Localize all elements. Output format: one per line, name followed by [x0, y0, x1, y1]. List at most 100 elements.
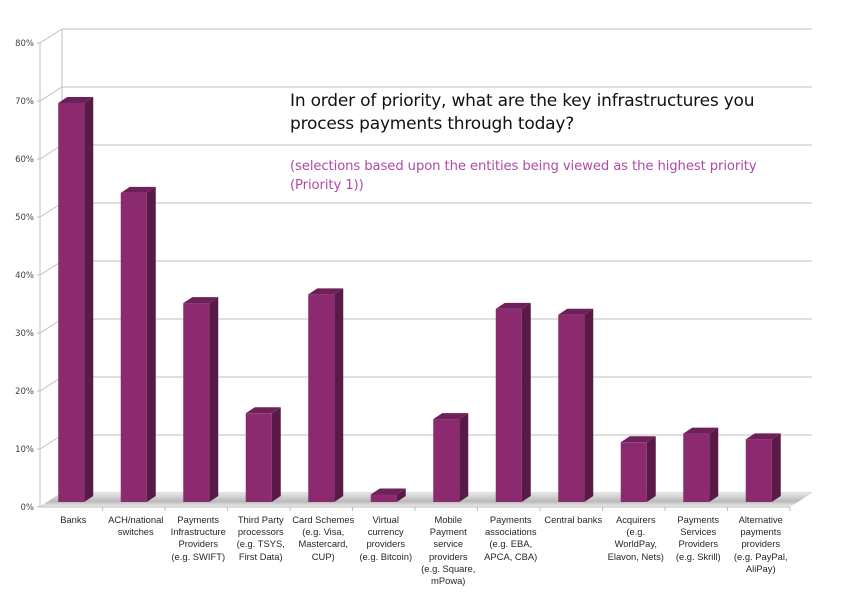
x-tick-label: Banks	[42, 514, 104, 526]
bar-side	[709, 427, 719, 502]
bar-front	[433, 419, 460, 502]
y-axis: 0% 10% 20% 30% 40% 50% 60% 70% 80%	[15, 29, 63, 513]
x-tick-label-line: Payments	[489, 514, 532, 525]
bar-front	[683, 433, 710, 502]
bar-front	[495, 308, 522, 502]
bar-front	[308, 294, 335, 502]
bar-top	[558, 308, 594, 315]
bar-side	[521, 302, 531, 502]
x-tick-label: Payments associations (e.g. EBA, APCA, CBA)	[480, 514, 542, 563]
x-tick-label-line: Infrastructure	[170, 526, 226, 538]
bars	[58, 97, 791, 511]
bar	[308, 288, 344, 502]
bar	[558, 308, 594, 502]
x-tick-label-line: Providers	[678, 538, 719, 550]
x-tick-label-line: providers	[741, 538, 781, 550]
bar-side	[146, 186, 156, 502]
bar-top	[745, 433, 781, 440]
x-tick-label-line: service	[433, 538, 464, 550]
y-tick-label: 60%	[15, 155, 34, 165]
bar	[183, 297, 219, 502]
x-tick-label-line: ACH/national	[108, 514, 164, 525]
bar	[683, 427, 719, 502]
x-tick-label-line: Acquirers	[615, 514, 656, 525]
x-tick-label: Third Party processors (e.g. TSYS, First Da…	[230, 514, 292, 563]
x-tick-label-line: (e.g. Square,	[421, 562, 476, 574]
x-tick-label-line: Banks	[60, 514, 87, 525]
x-tick-label: Virtual currency providers (e.g. Bitcoin)	[355, 514, 417, 563]
bar-top	[120, 186, 156, 193]
x-tick-label-line: Central banks	[544, 514, 603, 525]
x-tick-label: Payments Infrastructure Providers (e.g. SWI…	[167, 514, 229, 563]
chart-subtitle: (selections based upon the entities bein…	[290, 159, 757, 193]
bar-side	[271, 407, 281, 502]
y-tick-label: 20%	[15, 387, 34, 397]
x-tick-label-line: mPowa)	[431, 575, 466, 587]
x-tick-label: Mobile Payment service providers (e.g. Squar…	[417, 514, 479, 587]
x-tick-label-line: (e.g. SWIFT)	[171, 550, 226, 562]
chart-title: In order of priority, what are the key i…	[290, 91, 755, 134]
x-tick-label: ACH/national switches	[105, 514, 167, 538]
x-tick-label-line: Alternative	[738, 514, 783, 525]
x-tick-label-line: First Data)	[238, 550, 283, 562]
y-tick-label: 10%	[15, 445, 34, 455]
bar-top	[308, 288, 344, 295]
y-tick-label: 30%	[15, 329, 34, 339]
y-tick-label: 70%	[15, 97, 34, 107]
bar-side	[771, 433, 781, 502]
y-tick-label: 50%	[15, 213, 34, 223]
x-tick-label-line: Elavon, Nets)	[607, 550, 664, 562]
bar-front	[245, 413, 272, 502]
x-tick-label: Payments Services Providers (e.g. Skrill)	[667, 514, 729, 563]
x-tick-label-line: (e.g. Visa,	[302, 526, 345, 538]
bar-front	[120, 192, 147, 502]
bar-side	[584, 308, 594, 502]
x-tick-label-line: Payments	[177, 514, 220, 525]
x-tick-label-line: CUP)	[311, 550, 335, 562]
bar-top	[183, 297, 219, 304]
bar	[120, 186, 156, 502]
bar-side	[84, 97, 94, 502]
x-tick-label-line: WorldPay,	[614, 538, 657, 550]
x-tick-label-line: (e.g. Bitcoin)	[359, 550, 413, 562]
x-tick-label: Central banks	[542, 514, 604, 526]
gridline-diagonal	[39, 86, 63, 102]
bar-side	[334, 288, 344, 502]
x-tick-label-line: Payments	[677, 514, 720, 525]
bar	[745, 433, 781, 502]
bar-top	[683, 427, 719, 434]
bar-top	[370, 488, 406, 495]
bar-front	[58, 103, 85, 502]
bar	[433, 413, 469, 502]
bar-front	[620, 442, 647, 502]
bar	[370, 488, 406, 502]
x-tick-label-line: (e.g. PayPal,	[733, 550, 788, 562]
gridline-diagonal	[39, 28, 63, 44]
x-tick-label-line: processors	[237, 526, 284, 538]
x-tick-label-line: (e.g.	[626, 526, 646, 538]
bar-top	[58, 97, 94, 103]
x-tick-label-line: Card Schemes	[292, 514, 355, 525]
x-tick-label-line: Payment	[429, 526, 467, 538]
x-tick-label-line: providers	[428, 550, 468, 562]
bar-front	[558, 314, 585, 502]
bar-top	[495, 302, 531, 309]
x-tick-label-line: Services	[680, 526, 717, 538]
x-tick-label-line: APCA, CBA)	[484, 550, 538, 562]
bar-top	[620, 436, 656, 443]
bar-front	[183, 303, 210, 502]
y-tick-label: 80%	[15, 39, 34, 49]
bar	[620, 436, 656, 502]
x-tick-label-line: Virtual	[372, 514, 399, 525]
x-tick-label-line: Providers	[178, 538, 219, 550]
x-tick-label-line: associations	[484, 526, 537, 538]
bar-top	[245, 407, 281, 414]
bar	[58, 97, 94, 502]
x-tick-label: Acquirers (e.g. WorldPay, Elavon, Nets)	[605, 514, 667, 563]
y-tick-label: 40%	[15, 271, 34, 281]
x-tick-label-line: Mobile	[434, 514, 463, 525]
y-tick-label: 0%	[21, 503, 35, 513]
bar-side	[396, 488, 406, 502]
bar-side	[209, 297, 219, 502]
